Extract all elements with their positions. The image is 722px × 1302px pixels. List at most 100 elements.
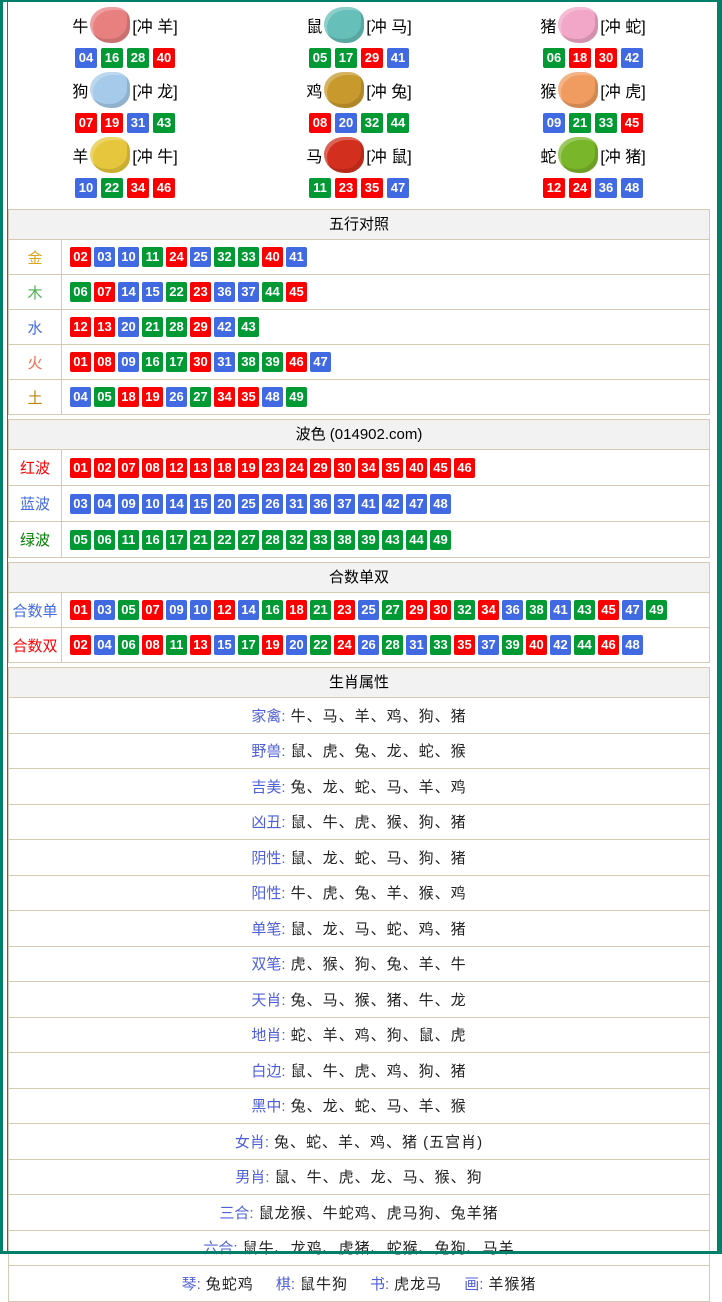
dog-icon — [90, 72, 131, 108]
attribute-label: 男肖: — [235, 1169, 270, 1187]
attribute-row: 阴性: 鼠、龙、蛇、马、狗、猪 — [9, 839, 709, 875]
number-chip: 33 — [595, 113, 617, 133]
attribute-value: 鼠、虎、兔、龙、蛇、猴 — [290, 743, 467, 761]
number-chip: 08 — [309, 113, 331, 133]
number-chip: 18 — [286, 600, 307, 620]
number-chip: 24 — [286, 457, 307, 478]
number-chip: 27 — [382, 600, 403, 620]
number-chip: 32 — [361, 113, 383, 133]
number-chip: 28 — [262, 529, 283, 550]
number-chip: 23 — [190, 282, 211, 302]
attribute-value: 鼠龙猴、牛蛇鸡、虎马狗、兔羊猪 — [258, 1204, 499, 1222]
row-label: 木 — [9, 275, 62, 309]
page-border-left — [0, 0, 3, 1254]
attribute-value: 兔、龙、蛇、马、羊、猴 — [290, 1098, 467, 1116]
number-chip: 34 — [478, 600, 499, 620]
number-chip: 49 — [646, 600, 667, 620]
five-elements-header: 五行对照 — [9, 210, 709, 240]
number-chip: 27 — [190, 387, 211, 407]
zodiac-number-row: 04 16 28 40 — [75, 48, 175, 68]
number-chip: 34 — [127, 178, 149, 198]
number-chip: 07 — [118, 457, 139, 478]
number-chip: 06 — [70, 282, 91, 302]
row-numbers: 02 03 10 11 24 25 32 33 40 41 — [62, 240, 307, 274]
number-chip: 14 — [238, 600, 259, 620]
number-chip: 11 — [142, 247, 163, 267]
number-chip: 02 — [94, 457, 115, 478]
number-chip: 41 — [387, 48, 409, 68]
number-chip: 37 — [334, 493, 355, 514]
number-chip: 45 — [286, 282, 307, 302]
number-chip: 37 — [478, 635, 499, 655]
number-chip: 01 — [70, 457, 91, 478]
number-chip: 11 — [309, 178, 331, 198]
row-numbers: 01 02 07 08 12 13 18 19 23 24 29 30 34 35 40 45 46 — [62, 450, 475, 485]
number-chip: 14 — [118, 282, 139, 302]
number-chip: 11 — [118, 529, 139, 550]
attribute-item: 画: 羊猴猪 — [464, 1273, 536, 1294]
attribute-label: 女肖: — [234, 1133, 269, 1151]
number-chip: 21 — [310, 600, 331, 620]
number-chip: 29 — [310, 457, 331, 478]
number-chip: 01 — [70, 600, 91, 620]
number-chip: 42 — [382, 493, 403, 514]
zodiac-number-row: 05 17 29 41 — [309, 48, 409, 68]
number-chip: 29 — [406, 600, 427, 620]
number-chip: 31 — [127, 113, 149, 133]
number-chip: 25 — [238, 493, 259, 514]
zodiac-name: 蛇 — [540, 149, 557, 166]
number-chip: 10 — [118, 247, 139, 267]
row-label: 蓝波 — [9, 486, 62, 521]
number-chip: 12 — [166, 457, 187, 478]
table-row: 蓝波 03 04 09 10 14 15 20 25 26 31 36 37 41 42 47 48 — [9, 485, 709, 521]
number-chip: 04 — [94, 493, 115, 514]
wave-color-section: 波色 (014902.com) 红波 01 02 07 08 12 13 18 19 23 24 29… — [8, 419, 710, 558]
number-chip: 38 — [238, 352, 259, 372]
number-chip: 18 — [214, 457, 235, 478]
number-chip: 36 — [595, 178, 617, 198]
number-chip: 05 — [118, 600, 139, 620]
number-chip: 25 — [190, 247, 211, 267]
number-chip: 15 — [142, 282, 163, 302]
rooster-icon — [324, 72, 365, 108]
number-chip: 39 — [262, 352, 283, 372]
number-chip: 21 — [569, 113, 591, 133]
number-chip: 46 — [598, 635, 619, 655]
number-chip: 17 — [166, 352, 187, 372]
table-row: 金 02 03 10 11 24 25 32 33 40 41 — [9, 240, 709, 274]
number-chip: 33 — [430, 635, 451, 655]
zodiac-attributes-section: 生肖属性 家禽: 牛、马、羊、鸡、狗、猪 野兽: 鼠、虎、兔、龙、蛇、猴 吉美: 兔、龙、… — [8, 667, 710, 1302]
attribute-label: 天肖: — [251, 991, 286, 1009]
wave-color-table: 红波 01 02 07 08 12 13 18 19 23 24 29 30 34 35 40 45 46 蓝波 03… — [9, 450, 709, 557]
row-numbers: 01 03 05 07 09 10 12 14 16 18 21 23 25 27 29 30 32 34 36 38… — [62, 593, 667, 627]
attribute-value: 兔、蛇、羊、鸡、猪 (五宫肖) — [274, 1133, 484, 1151]
number-chip: 08 — [142, 635, 163, 655]
number-chip: 28 — [127, 48, 149, 68]
zodiac-cell: 蛇 [冲 猪] 12 24 36 48 — [476, 134, 710, 199]
attribute-item: 女肖: 兔、蛇、羊、鸡、猪 (五宫肖) — [235, 1131, 483, 1152]
page-border-top — [0, 0, 722, 2]
number-chip: 32 — [214, 247, 235, 267]
number-chip: 16 — [142, 529, 163, 550]
row-label: 水 — [9, 310, 62, 344]
zodiac-clash-label: [冲 龙] — [132, 84, 178, 101]
number-chip: 29 — [361, 48, 383, 68]
attribute-label: 家禽: — [251, 707, 286, 725]
row-numbers: 06 07 14 15 22 23 36 37 44 45 — [62, 275, 307, 309]
table-row: 合数双 02 04 06 08 11 13 15 17 19 20 22 24 26 28 31 33 35 37 3… — [9, 627, 709, 662]
number-chip: 33 — [238, 247, 259, 267]
number-chip: 31 — [214, 352, 235, 372]
number-chip: 19 — [101, 113, 123, 133]
number-chip: 32 — [454, 600, 475, 620]
attribute-value: 鼠、龙、蛇、马、狗、猪 — [290, 849, 467, 867]
row-numbers: 03 04 09 10 14 15 20 25 26 31 36 37 41 42 47 48 — [62, 486, 451, 521]
zodiac-clash-label: [冲 鼠] — [366, 149, 412, 166]
number-chip: 10 — [75, 178, 97, 198]
attribute-item: 白边: 鼠、牛、虎、鸡、狗、猪 — [251, 1060, 466, 1081]
number-chip: 15 — [214, 635, 235, 655]
attribute-row: 六合: 鼠牛、龙鸡、虎猪、蛇猴、兔狗、马羊 — [9, 1229, 709, 1266]
zodiac-clash-label: [冲 马] — [366, 19, 412, 36]
zodiac-cell: 鸡 [冲 兔] 08 20 32 44 — [242, 69, 476, 134]
number-chip: 09 — [118, 352, 139, 372]
